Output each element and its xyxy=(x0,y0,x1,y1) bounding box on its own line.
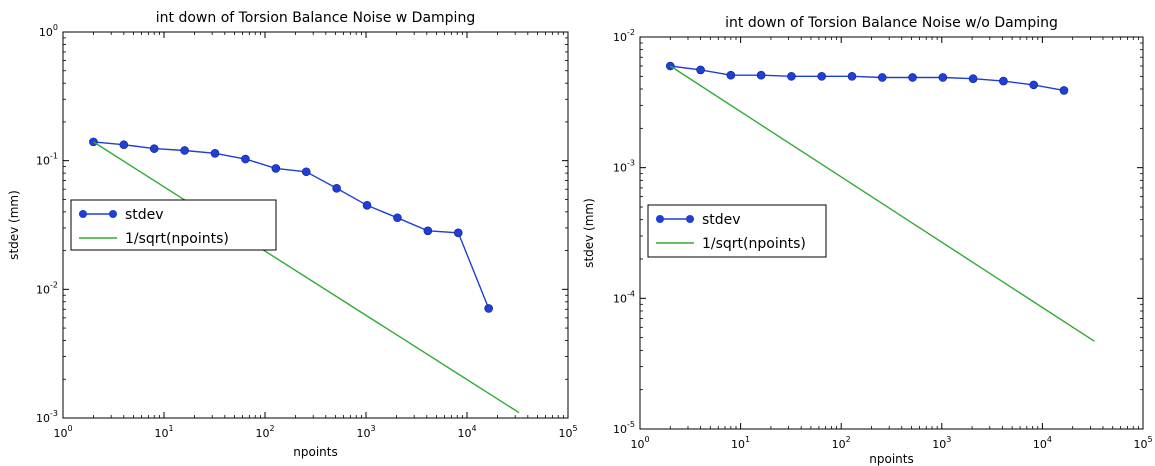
chart2-stdev-point xyxy=(726,70,736,80)
chart1-title: int down of Torsion Balance Noise w Damp… xyxy=(156,10,475,26)
chart1-series-group xyxy=(89,137,520,414)
chart2-series-group xyxy=(665,61,1095,342)
chart2-stdev-point xyxy=(696,65,705,75)
chart1-stdev-point xyxy=(423,226,433,236)
chart2-legend-label: stdev xyxy=(702,212,741,228)
chart2-stdev-point xyxy=(877,73,887,82)
chart1-y-tick-label: 100 xyxy=(39,23,58,39)
chart2-legend-box xyxy=(647,204,827,258)
chart2-x-tick-label: 103 xyxy=(932,435,951,451)
chart2-stdev-point xyxy=(968,74,978,83)
chart2-stdev-point xyxy=(817,72,827,81)
chart2-y-axis-label: stdev (mm) xyxy=(582,198,596,268)
chart2-x-tick-label: 100 xyxy=(630,435,649,451)
chart1-y-tick-label: 10-2 xyxy=(36,280,58,296)
chart1-x-tick-label: 103 xyxy=(356,424,375,440)
chart1-y-tick-label: 10-1 xyxy=(36,152,58,168)
chart1-legend-marker xyxy=(109,210,117,218)
chart1-stdev-point xyxy=(484,304,493,313)
chart1-stdev-point xyxy=(271,164,281,173)
chart2-stdev-point xyxy=(787,72,796,81)
chart1-legend-label: stdev xyxy=(125,207,164,223)
chart2-x-tick-label: 102 xyxy=(832,435,851,451)
chart1-stdev-point xyxy=(241,154,250,164)
chart1-stdev-point xyxy=(393,213,402,223)
chart2-stdev-series-line xyxy=(670,65,1065,92)
chart1-x-tick-label: 102 xyxy=(255,424,274,440)
chart1-stdev-point xyxy=(119,140,129,150)
chart2-y-tick-label: 10-5 xyxy=(613,420,635,436)
chart1-stdev-point xyxy=(89,137,98,147)
chart1-y-tick-label: 10-3 xyxy=(36,409,58,425)
chart1-stdev-series-line xyxy=(93,141,490,309)
chart2-y-tick-label: 10-2 xyxy=(613,28,635,44)
chart1-stdev-point xyxy=(301,167,311,177)
chart1-x-tick-label: 100 xyxy=(53,424,72,440)
chart1-x-tick-label: 101 xyxy=(154,424,173,440)
chart1-x-tick-label: 104 xyxy=(457,424,476,440)
chart1-legend-label: 1/sqrt(npoints) xyxy=(125,231,229,247)
chart1-legend-box xyxy=(70,199,277,251)
chart1-plot: 100 101 102 103 104 105 10-3 10-2 10-1 100 int dow… xyxy=(7,10,578,459)
chart1-stdev-point xyxy=(149,144,159,153)
chart2-stdev-point xyxy=(756,70,766,80)
chart2-legend-label: 1/sqrt(npoints) xyxy=(702,236,806,252)
chart1-stdev-point xyxy=(210,149,220,158)
chart2-x-tick-label: 101 xyxy=(731,435,750,451)
chart2-y-tick-label: 10-3 xyxy=(613,159,635,175)
chart2-x-tick-label: 105 xyxy=(1133,435,1152,451)
chart2-legend: stdev 1/sqrt(npoints) xyxy=(647,204,827,258)
chart2-sqrt-reference-series-line xyxy=(669,65,1095,342)
chart2-stdev-point xyxy=(908,73,917,82)
chart2-stdev-point xyxy=(665,61,675,71)
chart1-x-axis-label: npoints xyxy=(293,445,337,459)
chart2-stdev-point xyxy=(847,72,857,81)
chart1-sqrt-reference-series-line xyxy=(93,141,520,414)
chart2-y-tick-label: 10-4 xyxy=(613,289,635,305)
chart2-stdev-point xyxy=(999,76,1008,86)
chart1-legend: stdev 1/sqrt(npoints) xyxy=(70,199,277,251)
chart2-title: int down of Torsion Balance Noise w/o Da… xyxy=(725,15,1058,31)
chart1-stdev-point xyxy=(453,228,463,238)
chart1-stdev-point xyxy=(362,200,372,210)
chart1-legend-marker xyxy=(79,210,87,218)
chart1-stdev-point xyxy=(180,146,189,155)
chart1-y-axis-label: stdev (mm) xyxy=(7,190,21,260)
chart2-stdev-point xyxy=(1059,86,1069,95)
chart2-legend-marker xyxy=(656,215,664,223)
chart2-legend-marker xyxy=(686,215,694,223)
chart2-stdev-point xyxy=(1029,80,1038,90)
chart2-plot: 100 101 102 103 104 105 10-5 10-4 10-3 10-2 int do… xyxy=(582,15,1153,466)
chart2-stdev-point xyxy=(938,73,948,82)
chart2-x-tick-label: 104 xyxy=(1033,435,1052,451)
chart1-stdev-point xyxy=(332,183,341,193)
chart2-x-axis-label: npoints xyxy=(869,452,913,466)
chart1-x-tick-label: 105 xyxy=(558,424,577,440)
